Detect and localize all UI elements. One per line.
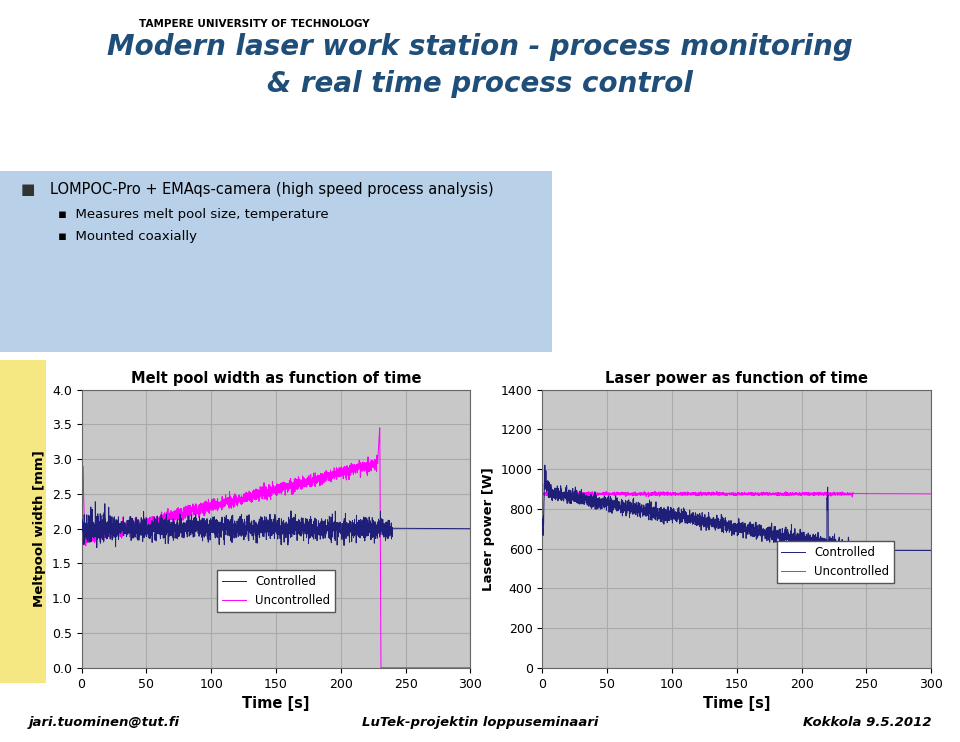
Text: Kokkola 9.5.2012: Kokkola 9.5.2012 [803, 715, 931, 729]
Controlled [645, 502, 657, 511]
Title: Melt pool width as function of time: Melt pool width as function of time [131, 370, 421, 386]
Controlled [184, 523, 196, 532]
Uncontrolled [757, 487, 769, 496]
X-axis label: Time [s]: Time [s] [242, 696, 310, 711]
Controlled [839, 554, 851, 562]
Controlled [91, 543, 103, 552]
Uncontrolled [103, 532, 114, 541]
Controlled [76, 525, 87, 534]
Controlled [103, 503, 114, 512]
Legend: Controlled, Uncontrolled: Controlled, Uncontrolled [217, 571, 335, 612]
Uncontrolled [925, 490, 937, 499]
Controlled [301, 525, 313, 533]
Uncontrolled [301, 476, 313, 485]
Uncontrolled [336, 467, 348, 476]
Controlled [651, 513, 662, 522]
Uncontrolled [190, 506, 202, 515]
Uncontrolled [645, 490, 657, 499]
Text: ▪  Mounted coaxially: ▪ Mounted coaxially [58, 230, 197, 243]
Uncontrolled [797, 490, 808, 499]
Controlled [465, 524, 476, 533]
Controlled [762, 530, 774, 539]
Legend: Controlled, Uncontrolled: Controlled, Uncontrolled [777, 542, 894, 582]
Controlled [564, 493, 575, 502]
Controlled [191, 514, 203, 523]
Uncontrolled [184, 508, 196, 517]
Text: LOMPOC-Pro + EMAqs-camera (high speed process analysis): LOMPOC-Pro + EMAqs-camera (high speed pr… [50, 182, 493, 197]
Uncontrolled [651, 491, 662, 500]
Line: Uncontrolled: Uncontrolled [542, 491, 931, 497]
Uncontrolled [762, 488, 774, 497]
Text: & real time process control: & real time process control [267, 70, 693, 99]
Controlled [540, 461, 551, 470]
Uncontrolled [564, 489, 575, 498]
Y-axis label: Laser power [W]: Laser power [W] [482, 467, 495, 591]
Text: LuTek-projektin loppuseminaari: LuTek-projektin loppuseminaari [362, 715, 598, 729]
Uncontrolled [465, 663, 476, 672]
Uncontrolled [297, 471, 308, 480]
Controlled [925, 546, 937, 555]
Uncontrolled [847, 493, 858, 502]
Uncontrolled [537, 489, 548, 498]
Text: ■: ■ [21, 182, 36, 197]
Y-axis label: Meltpool width [mm]: Meltpool width [mm] [34, 450, 46, 607]
Uncontrolled [649, 487, 660, 496]
Uncontrolled [373, 424, 385, 433]
Controlled [537, 514, 548, 523]
Controlled [797, 533, 808, 542]
Text: ▪  Measures melt pool size, temperature: ▪ Measures melt pool size, temperature [58, 208, 328, 221]
Text: Modern laser work station - process monitoring: Modern laser work station - process moni… [108, 33, 852, 62]
Title: Laser power as function of time: Laser power as function of time [606, 370, 868, 386]
Controlled [298, 513, 309, 522]
Line: Uncontrolled: Uncontrolled [82, 428, 470, 668]
Controlled [757, 528, 769, 536]
Uncontrolled [76, 663, 87, 672]
Text: jari.tuominen@tut.fi: jari.tuominen@tut.fi [29, 715, 180, 729]
Line: Controlled: Controlled [82, 502, 470, 548]
Controlled [89, 497, 101, 506]
X-axis label: Time [s]: Time [s] [703, 696, 771, 711]
Controlled [336, 529, 348, 538]
Line: Controlled: Controlled [542, 465, 931, 558]
Text: TAMPERE UNIVERSITY OF TECHNOLOGY: TAMPERE UNIVERSITY OF TECHNOLOGY [139, 19, 370, 28]
